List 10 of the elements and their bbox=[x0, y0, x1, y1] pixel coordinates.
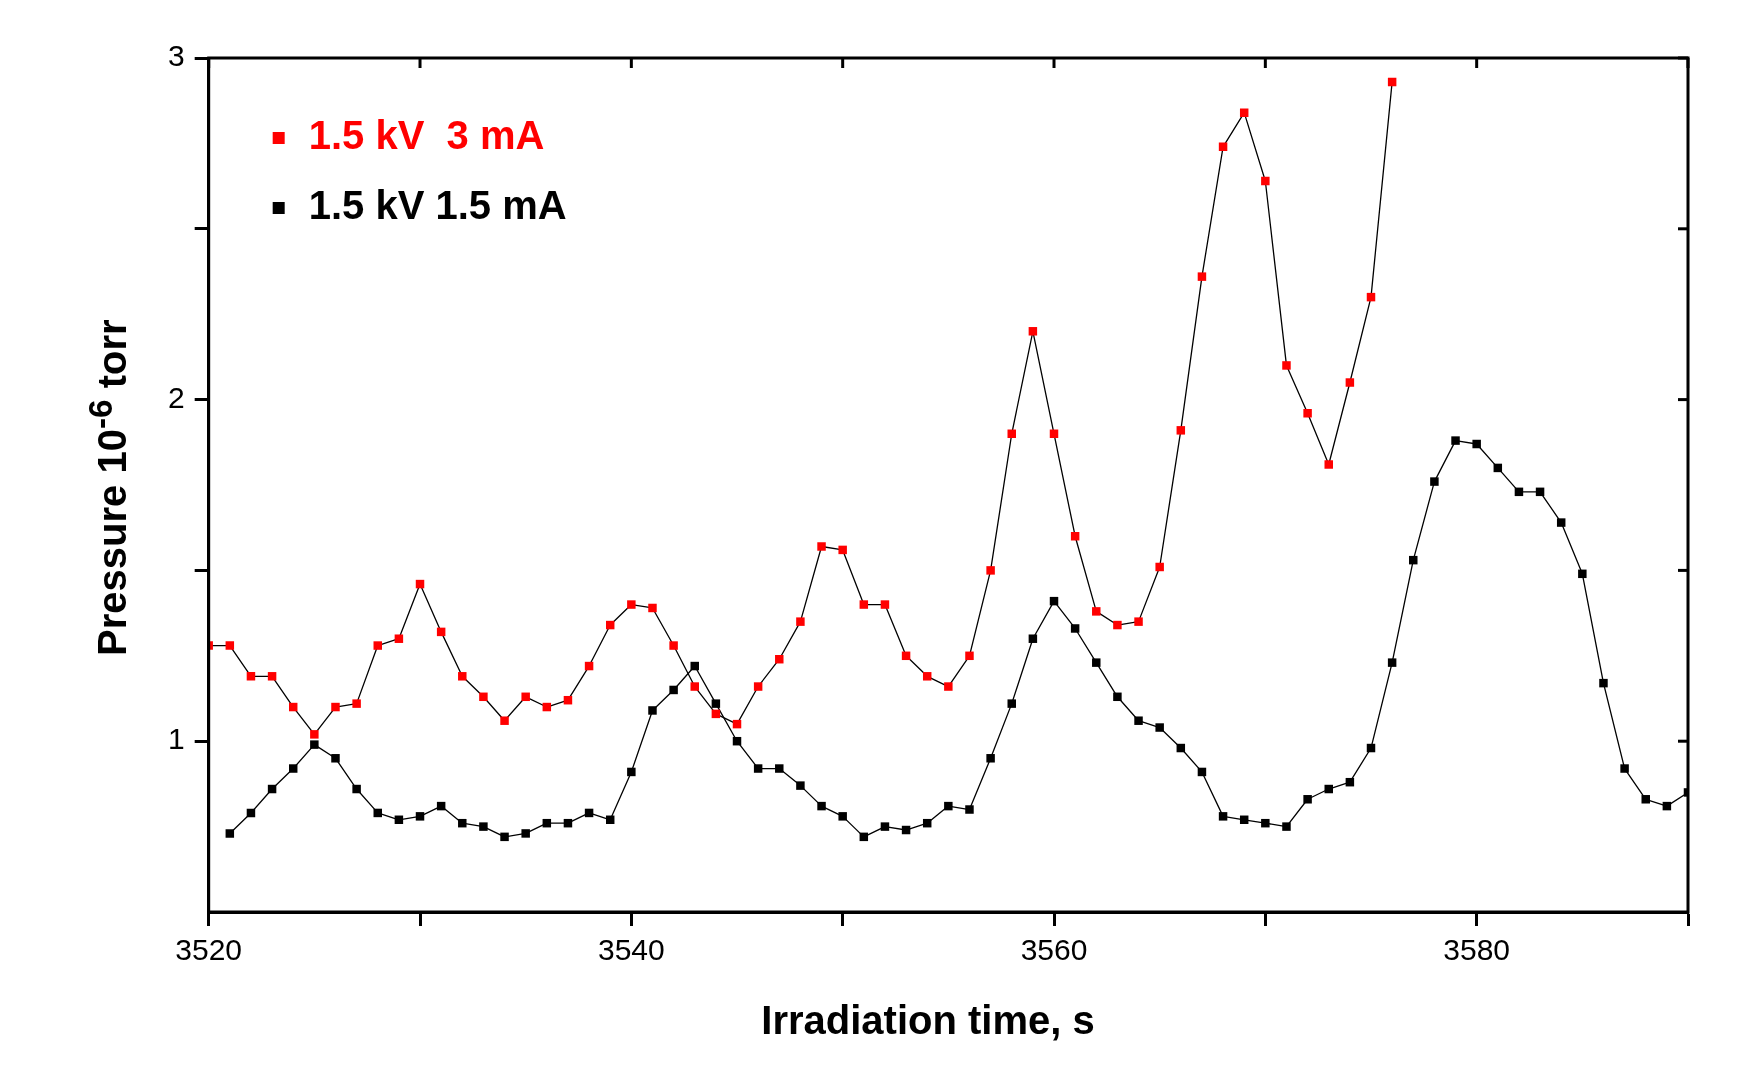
x-tick-label: 3560 bbox=[1020, 933, 1088, 967]
y-tick-label: 1 bbox=[168, 722, 185, 756]
legend-label: 1.5 kV 3 mA bbox=[308, 113, 545, 158]
y-tick-label: 3 bbox=[168, 39, 185, 73]
x-tick-label: 3520 bbox=[175, 933, 243, 967]
x-tick-label: 3580 bbox=[1443, 933, 1511, 967]
x-tick-label: 3540 bbox=[597, 933, 665, 967]
legend-label: 1.5 kV 1.5 mA bbox=[308, 183, 567, 228]
x-axis-title: Irradiation time, s bbox=[760, 998, 1096, 1043]
y-tick-label: 2 bbox=[168, 380, 185, 414]
